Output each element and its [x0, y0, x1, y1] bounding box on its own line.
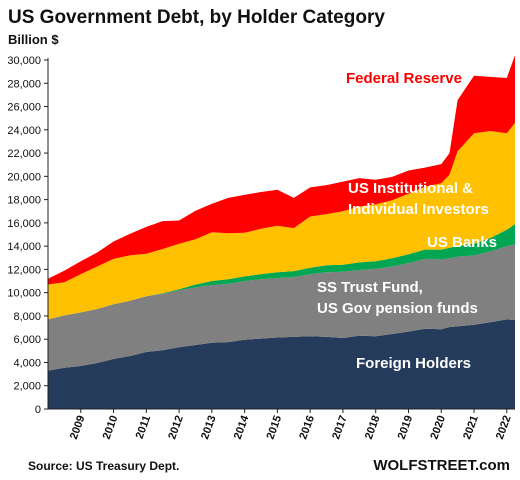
x-tick-label: 2016: [297, 414, 317, 441]
source-note: Source: US Treasury Dept.: [28, 459, 179, 473]
y-tick-label: 8,000: [13, 311, 41, 323]
x-axis: 2009 2010 2011 2012 2013 2014 2015 2016 2017 2018…: [48, 408, 515, 441]
y-tick-label: 16,000: [7, 218, 41, 230]
x-tick-label: 2011: [134, 414, 153, 441]
series-labels: Federal Reserve US Institutional & Individ…: [317, 70, 497, 372]
x-tick-label: 2010: [101, 414, 121, 441]
series-label-foreign-holders: Foreign Holders: [356, 355, 471, 372]
area-ss-trust-fund-us-gov-pension-funds: [48, 244, 515, 371]
brand-name: WOLFSTREET.com: [373, 457, 510, 474]
x-tick-label: 2019: [396, 414, 416, 441]
y-tick-label: 12,000: [7, 264, 41, 276]
y-tick-label: 30,000: [7, 55, 41, 67]
y-tick-label: 0: [35, 404, 41, 416]
y-tick-label: 2,000: [13, 381, 41, 393]
y-tick-label: 28,000: [7, 78, 41, 90]
x-tick-label: 2021: [461, 414, 481, 441]
y-tick-label: 4,000: [13, 357, 41, 369]
x-tick-label: 2018: [363, 414, 383, 441]
x-tick-label: 2022: [494, 414, 514, 441]
x-tick-label: 2020: [428, 414, 448, 441]
y-tick-label: 26,000: [7, 102, 41, 114]
x-tick-label: 2013: [199, 414, 219, 441]
y-tick-label: 6,000: [13, 334, 41, 346]
x-tick-label: 2012: [166, 414, 186, 441]
y-tick-label: 14,000: [7, 241, 41, 253]
area-federal-reserve: [48, 55, 515, 285]
y-axis-label: Billion $: [8, 32, 59, 47]
area-us-institutional-individual-investors: [48, 122, 515, 320]
x-tick-label: 2017: [330, 414, 350, 441]
area-foreign-holders: [48, 319, 515, 409]
chart-title: US Government Debt, by Holder Category: [8, 7, 385, 28]
series-label-ss-trust-fund-us-gov-pension-funds: SS Trust Fund, US Gov pension funds: [317, 279, 478, 317]
x-tick-label: 2015: [265, 414, 285, 441]
y-axis: 0 2,000 4,000 6,000 8,000 10,000 12,000 14,000 1…: [7, 55, 49, 416]
series-label-federal-reserve: Federal Reserve: [346, 70, 462, 87]
y-tick-label: 24,000: [7, 125, 41, 137]
series-label-us-banks: US Banks: [427, 234, 497, 251]
y-tick-label: 22,000: [7, 148, 41, 160]
y-tick-label: 10,000: [7, 288, 41, 300]
series-label-us-institutional-individual-investors: US Institutional & Individual Investors: [348, 180, 489, 218]
x-tick-label: 2009: [68, 414, 88, 441]
y-tick-label: 18,000: [7, 195, 41, 207]
x-tick-label: 2014: [232, 413, 252, 441]
y-tick-label: 20,000: [7, 171, 41, 183]
area-series-group: [48, 55, 515, 409]
